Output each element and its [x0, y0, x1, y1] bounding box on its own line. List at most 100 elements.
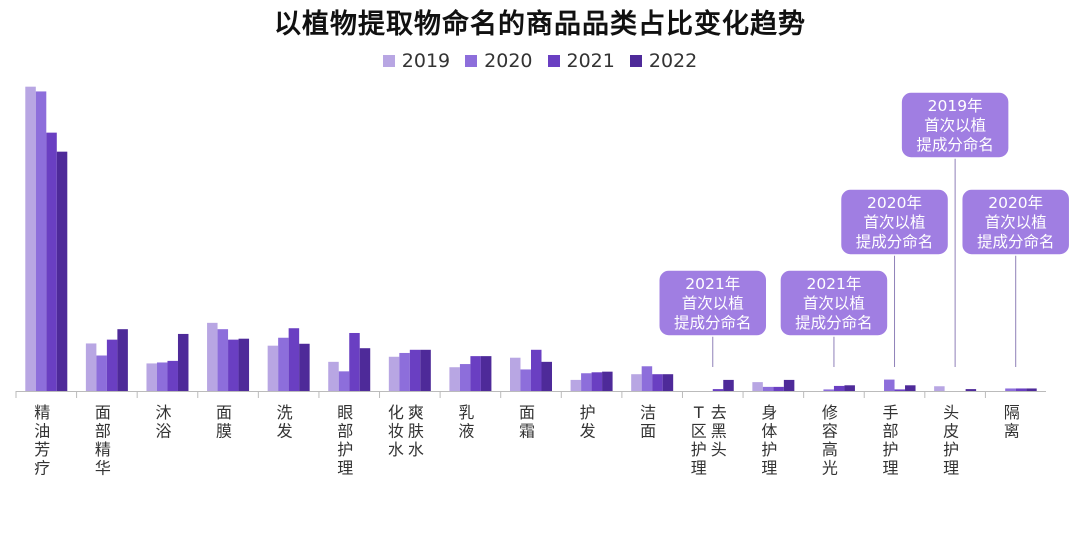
bar-2019-5 — [328, 361, 339, 391]
bar-2022-6 — [420, 349, 431, 391]
bar-2021-8 — [531, 349, 542, 391]
bar-2019-7 — [449, 367, 460, 391]
x-tick-label-char: 眼 — [337, 403, 353, 422]
bar-2020-10 — [641, 366, 653, 391]
x-tick-label-char: 去 — [711, 403, 727, 422]
bar-2021-13 — [833, 385, 845, 391]
annotation-text: 提成分命名 — [856, 233, 934, 251]
bar-2021-9 — [591, 372, 603, 391]
bar-2019-6 — [388, 356, 400, 391]
x-tick-label-char: 理 — [943, 459, 959, 478]
bar-2020-8 — [520, 369, 531, 391]
annotation-text: 2019年 — [928, 97, 983, 115]
x-tick-label-char: 理 — [761, 459, 777, 478]
x-tick-label-char: 精 — [95, 440, 111, 459]
legend-item-2022: 2022 — [629, 50, 698, 72]
x-tick-label-char: 芳 — [34, 440, 50, 459]
bar-2019-12 — [752, 382, 763, 391]
bar-2022-4 — [299, 343, 310, 391]
bar-2019-4 — [267, 345, 279, 391]
bar-2021-12 — [773, 386, 784, 391]
x-tick-label-char: 身 — [761, 403, 777, 422]
legend-swatch — [382, 55, 395, 67]
x-tick-label-char: 护 — [580, 403, 596, 422]
x-tick-label-char: 化 — [388, 403, 404, 422]
bar-2020-16 — [1005, 388, 1016, 391]
bar-2020-2 — [156, 362, 168, 391]
bar-2022-9 — [602, 371, 613, 391]
x-tick-label-char: 黑 — [711, 422, 727, 441]
x-tick-label-char: 油 — [34, 422, 50, 441]
bar-2019-0 — [25, 86, 36, 392]
annotation-box — [839, 188, 950, 256]
bar-2019-15 — [934, 386, 945, 391]
x-tick-label-char: 精 — [34, 403, 50, 422]
bar-2021-6 — [409, 349, 421, 391]
x-tick-label-char: 肤 — [408, 422, 424, 441]
x-tick-label-char: 护 — [337, 440, 353, 459]
x-tick-label-char: 水 — [388, 440, 404, 459]
bar-2021-1 — [106, 339, 118, 391]
bar-2019-1 — [85, 343, 97, 391]
x-tick-label-char: 面 — [95, 403, 111, 422]
bar-2022-11 — [723, 379, 734, 391]
annotation-text: 提成分命名 — [674, 314, 752, 332]
bar-2022-0 — [56, 151, 68, 391]
bar-2019-8 — [510, 357, 521, 391]
bar-2020-12 — [762, 386, 774, 391]
bar-2020-6 — [399, 352, 410, 391]
bar-2022-5 — [359, 348, 371, 391]
x-tick-label-char: 容 — [822, 422, 838, 441]
annotation-text: 2020年 — [867, 194, 922, 212]
annotation-text: 提成分命名 — [916, 136, 994, 154]
x-tick-label-char: 发 — [580, 422, 596, 441]
annotation-text: 2020年 — [988, 194, 1043, 212]
bar-2021-10 — [652, 374, 663, 391]
legend-swatch — [547, 55, 560, 67]
bar-2021-0 — [46, 132, 57, 391]
x-tick-label-char: 理 — [337, 459, 353, 478]
annotation-text: 首次以植 — [803, 295, 865, 313]
x-tick-label-char: 部 — [337, 422, 353, 441]
bar-2019-9 — [570, 379, 582, 391]
x-tick-label-char: 霜 — [519, 422, 535, 441]
annotation-text: 提成分命名 — [795, 314, 873, 332]
annotation-box — [658, 269, 768, 337]
annotation-box — [900, 91, 1010, 159]
annotation-text: 首次以植 — [682, 295, 744, 313]
bar-2019-10 — [631, 374, 642, 391]
bar-2022-3 — [238, 338, 250, 391]
bar-2020-4 — [278, 337, 289, 391]
legend-item-2019: 2019 — [382, 50, 450, 72]
legend-swatch — [629, 55, 642, 67]
bar-2021-16 — [1015, 388, 1027, 391]
bar-2022-15 — [965, 389, 977, 391]
bar-2021-11 — [712, 389, 724, 391]
x-tick-label-char: 光 — [822, 459, 838, 478]
x-tick-label-char: 发 — [277, 422, 293, 441]
x-tick-label-char: 浴 — [155, 422, 171, 441]
annotation-box — [779, 269, 889, 337]
x-tick-label-char: 爽 — [408, 403, 424, 422]
annotation-text: 首次以植 — [864, 214, 926, 232]
bar-2020-0 — [35, 91, 47, 391]
x-tick-label-char: 面 — [519, 403, 535, 422]
bar-2022-12 — [783, 379, 795, 391]
legend-label: 2022 — [648, 50, 698, 72]
bar-2022-2 — [177, 333, 189, 391]
bar-2022-16 — [1026, 388, 1037, 391]
bar-2020-13 — [823, 389, 834, 391]
x-tick-label-char: 华 — [95, 459, 111, 478]
x-tick-label-char: 护 — [883, 440, 899, 459]
legend-item-2020: 2020 — [465, 50, 533, 72]
x-tick-label-char: 区 — [691, 422, 707, 441]
bar-2022-10 — [662, 374, 674, 391]
x-tick-label-char: 护 — [761, 440, 777, 459]
annotation-text: 2021年 — [685, 275, 740, 293]
bar-2020-7 — [459, 364, 471, 391]
bar-2022-1 — [117, 329, 128, 391]
bar-2021-14 — [894, 389, 906, 391]
x-tick-label-char: 修 — [822, 403, 838, 422]
x-tick-label-char: 头 — [711, 440, 727, 459]
